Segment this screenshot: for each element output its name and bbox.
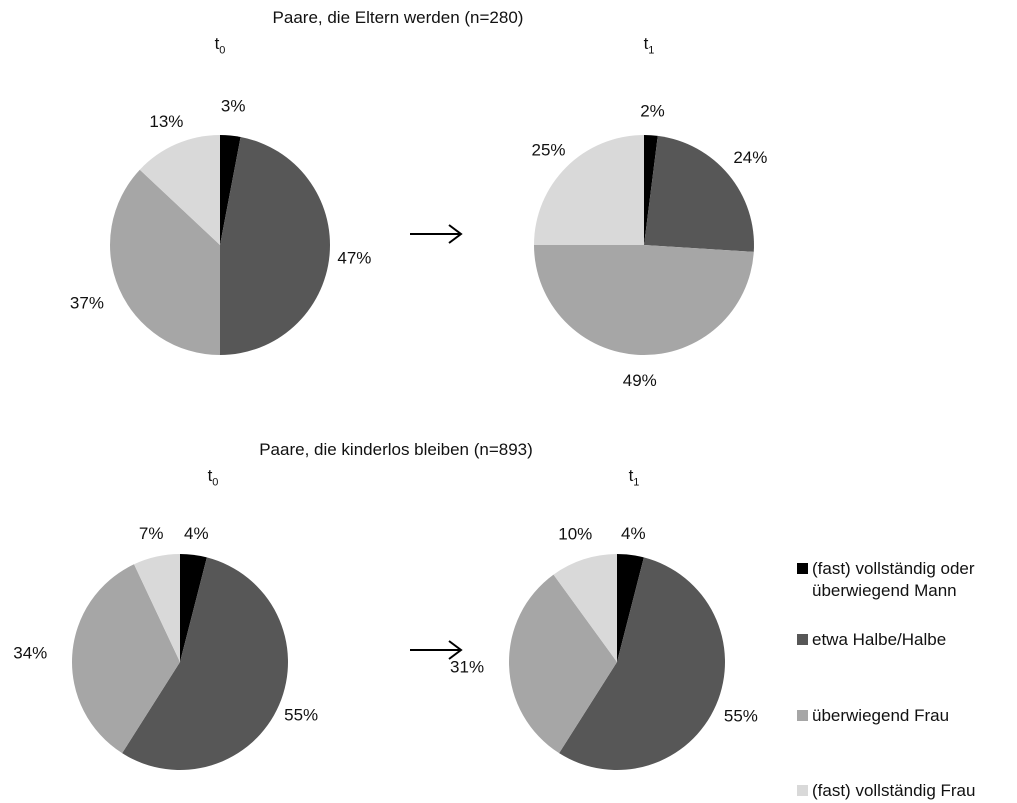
data-label-parents-t1-man: 2%: [640, 101, 665, 120]
time-label-parents-t0: t0: [214, 34, 226, 57]
pie-slice-parents-t0-man: [220, 135, 241, 245]
pie-slice-childless-t1-halves: [559, 557, 725, 770]
data-label-childless-t0-halves: 55%: [284, 705, 318, 724]
group-title-childless: Paare, die kinderlos bleiben (n=893): [259, 440, 533, 459]
data-label-parents-t0-woman: 13%: [149, 112, 183, 131]
data-label-childless-t0-man: 4%: [184, 524, 209, 543]
pie-slice-parents-t1-mostly-woman: [534, 245, 754, 356]
legend-item-woman: (fast) vollständig Frau: [797, 780, 975, 802]
data-label-childless-t1-mostly-woman: 31%: [450, 658, 484, 677]
legend-swatch-mostly-woman: [797, 710, 808, 721]
data-label-parents-t1-halves: 24%: [733, 148, 767, 167]
pie-slice-childless-t0-man: [180, 554, 207, 662]
group-title-parents: Paare, die Eltern werden (n=280): [272, 8, 524, 27]
pie-slice-childless-t0-halves: [122, 557, 288, 770]
pie-childless-t1: 4% 55% 31% 10%: [450, 524, 758, 770]
legend-swatch-woman: [797, 785, 808, 796]
data-label-childless-t1-woman: 10%: [558, 525, 592, 544]
pie-parents-t1: 2% 24% 49% 25%: [532, 101, 768, 390]
legend-label-halves: etwa Halbe/Halbe: [812, 630, 947, 649]
pie-slice-childless-t1-woman: [553, 554, 617, 662]
legend-item-halves: etwa Halbe/Halbe: [797, 629, 946, 651]
time-label-childless-t0: t0: [207, 466, 219, 489]
data-label-parents-t0-man: 3%: [221, 97, 246, 116]
arrow-parents: [410, 224, 463, 244]
pie-slice-childless-t1-man: [617, 554, 644, 662]
pie-slice-childless-t1-mostly-woman: [508, 574, 617, 754]
time-label-childless-t1: t1: [628, 466, 640, 489]
pie-slice-childless-t0-woman: [134, 554, 180, 662]
data-label-childless-t0-mostly-woman: 34%: [13, 644, 47, 663]
data-label-parents-t0-mostly-woman: 37%: [70, 294, 104, 313]
data-label-childless-t1-halves: 55%: [724, 707, 758, 726]
pie-slice-childless-t0-mostly-woman: [71, 564, 180, 754]
legend-label-mostly-woman: überwiegend Frau: [812, 706, 950, 725]
pie-slice-parents-t0-mostly-woman: [109, 169, 220, 355]
legend-item-man: (fast) vollständig oder überwiegend Mann: [797, 558, 1012, 602]
pie-childless-t0: 4% 55% 34% 7%: [13, 524, 318, 770]
pie-slice-parents-t0-woman: [139, 135, 220, 245]
pie-parents-t0: 3% 47% 37% 13%: [70, 97, 371, 355]
data-label-childless-t1-man: 4%: [621, 524, 646, 543]
legend-label-woman: (fast) vollständig Frau: [812, 781, 976, 800]
legend-swatch-man: [797, 563, 808, 574]
legend-swatch-halves: [797, 634, 808, 645]
pie-slice-parents-t0-halves: [220, 136, 330, 355]
data-label-parents-t0-halves: 47%: [337, 249, 371, 268]
data-label-childless-t0-woman: 7%: [139, 524, 164, 543]
pie-slice-parents-t1-halves: [644, 135, 754, 252]
legend-item-mostly-woman: überwiegend Frau: [797, 705, 949, 727]
time-label-parents-t1: t1: [643, 34, 655, 57]
data-label-parents-t1-woman: 25%: [532, 141, 566, 160]
data-label-parents-t1-mostly-woman: 49%: [623, 371, 657, 390]
arrow-childless: [410, 640, 463, 660]
pie-slice-parents-t1-man: [644, 135, 658, 245]
arrows: [410, 224, 463, 660]
pie-slice-parents-t1-woman: [534, 135, 644, 245]
legend-label-man: (fast) vollständig oder überwiegend Mann: [812, 559, 975, 600]
